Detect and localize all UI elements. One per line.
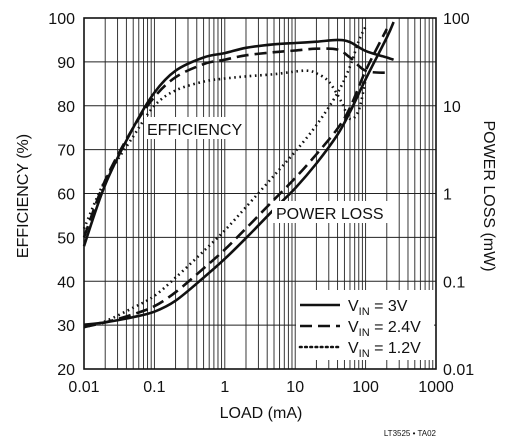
footnote: LT3525 • TA02 [384,429,437,438]
y-left-tick-label: 80 [57,99,75,116]
series-1-efficiency-line [82,38,395,247]
y-left-tick-label: 40 [57,274,75,291]
legend-entry-1: VIN = 3V [348,298,408,318]
tick-labels: 0.01 0.1 1 10 100 1000 20 30 40 50 60 70 80 90 100 0.01… [48,11,474,396]
y-right-tick-label: 10 [443,99,461,116]
series-2-power-loss-line [83,28,388,329]
series-2-efficiency-line [82,47,387,238]
x-tick-label: 100 [352,379,379,396]
efficiency-label-bg [144,117,240,139]
legend-entry-2: VIN = 2.4V [348,319,421,339]
y-right-tick-label: 1 [443,187,452,204]
y-left-tick-label: 60 [57,187,75,204]
y-right-tick-label: 0.01 [443,362,474,379]
power-loss-annotation: POWER LOSS [276,206,384,223]
y-axis-left-label: EFFICIENCY (%) [15,134,32,258]
plot-frame [83,17,437,370]
y-right-tick-label: 100 [443,11,470,28]
x-tick-label: 1000 [418,379,454,396]
y-left-tick-label: 20 [57,362,75,379]
y-right-tick-label: 0.1 [443,274,465,291]
series-1-power-loss-line [83,21,395,326]
series-curves [82,21,395,329]
efficiency-annotation: EFFICIENCY [147,122,242,139]
y-left-tick-label: 100 [48,11,75,28]
x-tick-label: 0.01 [68,379,99,396]
y-left-tick-label: 50 [57,230,75,247]
y-left-tick-label: 90 [57,55,75,72]
x-tick-label: 1 [220,379,229,396]
y-axis-right-label: POWER LOSS (mW) [480,120,497,271]
legend-entry-3: VIN = 1.2V [348,340,421,360]
x-axis-label: LOAD (mA) [220,405,303,422]
x-tick-label: 0.1 [143,379,165,396]
power-loss-label-bg [272,201,390,223]
y-left-tick-label: 70 [57,143,75,160]
x-tick-label: 10 [286,379,304,396]
y-left-tick-label: 30 [57,318,75,335]
